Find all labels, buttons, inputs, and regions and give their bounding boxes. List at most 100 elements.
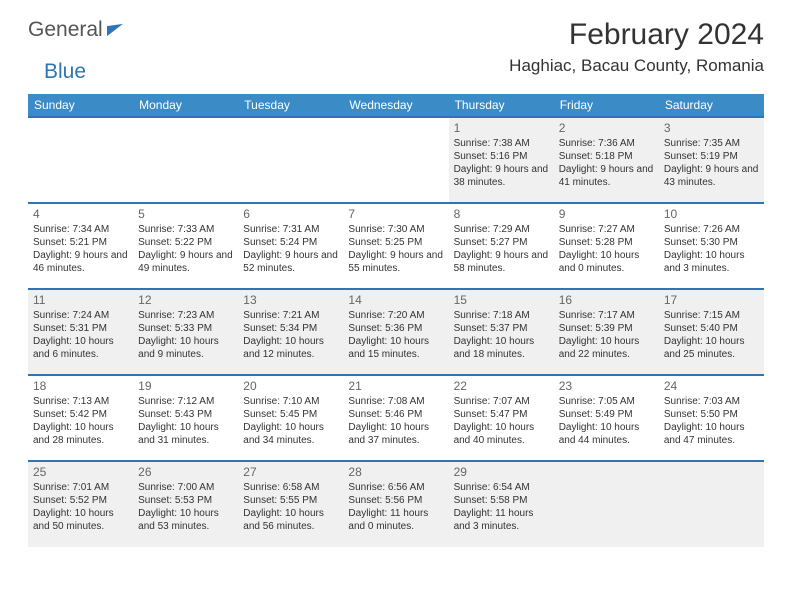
sunrise: Sunrise: 7:24 AM (33, 309, 128, 322)
day-number: 7 (348, 207, 443, 221)
day-detail: Sunrise: 7:21 AMSunset: 5:34 PMDaylight:… (243, 309, 338, 361)
calendar-day: 5Sunrise: 7:33 AMSunset: 5:22 PMDaylight… (133, 203, 238, 289)
daylight: Daylight: 10 hours and 0 minutes. (559, 249, 654, 275)
daylight: Daylight: 10 hours and 44 minutes. (559, 421, 654, 447)
sunset: Sunset: 5:47 PM (454, 408, 549, 421)
daylight: Daylight: 9 hours and 55 minutes. (348, 249, 443, 275)
day-number: 25 (33, 465, 128, 479)
calendar-day: 3Sunrise: 7:35 AMSunset: 5:19 PMDaylight… (659, 117, 764, 203)
sunrise: Sunrise: 7:36 AM (559, 137, 654, 150)
day-detail: Sunrise: 7:36 AMSunset: 5:18 PMDaylight:… (559, 137, 654, 189)
calendar-day: 18Sunrise: 7:13 AMSunset: 5:42 PMDayligh… (28, 375, 133, 461)
daylight: Daylight: 10 hours and 47 minutes. (664, 421, 759, 447)
daylight: Daylight: 9 hours and 38 minutes. (454, 163, 549, 189)
sunset: Sunset: 5:37 PM (454, 322, 549, 335)
day-detail: Sunrise: 7:07 AMSunset: 5:47 PMDaylight:… (454, 395, 549, 447)
sunrise: Sunrise: 7:05 AM (559, 395, 654, 408)
day-number: 3 (664, 121, 759, 135)
calendar-week: 18Sunrise: 7:13 AMSunset: 5:42 PMDayligh… (28, 375, 764, 461)
day-header: Sunday (28, 94, 133, 117)
calendar-day-empty (238, 117, 343, 203)
calendar-day: 19Sunrise: 7:12 AMSunset: 5:43 PMDayligh… (133, 375, 238, 461)
sunset: Sunset: 5:22 PM (138, 236, 233, 249)
sunset: Sunset: 5:45 PM (243, 408, 338, 421)
daylight: Daylight: 10 hours and 53 minutes. (138, 507, 233, 533)
brand-word2: Blue (44, 60, 86, 83)
sunset: Sunset: 5:21 PM (33, 236, 128, 249)
sunset: Sunset: 5:30 PM (664, 236, 759, 249)
daylight: Daylight: 10 hours and 25 minutes. (664, 335, 759, 361)
day-number: 22 (454, 379, 549, 393)
day-detail: Sunrise: 6:54 AMSunset: 5:58 PMDaylight:… (454, 481, 549, 533)
day-header: Saturday (659, 94, 764, 117)
daylight: Daylight: 10 hours and 18 minutes. (454, 335, 549, 361)
sunrise: Sunrise: 7:21 AM (243, 309, 338, 322)
sunset: Sunset: 5:56 PM (348, 494, 443, 507)
sunset: Sunset: 5:31 PM (33, 322, 128, 335)
daylight: Daylight: 10 hours and 6 minutes. (33, 335, 128, 361)
day-detail: Sunrise: 7:13 AMSunset: 5:42 PMDaylight:… (33, 395, 128, 447)
day-detail: Sunrise: 7:10 AMSunset: 5:45 PMDaylight:… (243, 395, 338, 447)
title-block: February 2024 Haghiac, Bacau County, Rom… (509, 18, 764, 76)
brand-logo: General (28, 18, 125, 42)
calendar-day-empty (343, 117, 448, 203)
calendar-body: 1Sunrise: 7:38 AMSunset: 5:16 PMDaylight… (28, 117, 764, 547)
sunset: Sunset: 5:28 PM (559, 236, 654, 249)
day-number: 23 (559, 379, 654, 393)
sunrise: Sunrise: 7:38 AM (454, 137, 549, 150)
sunset: Sunset: 5:19 PM (664, 150, 759, 163)
sunset: Sunset: 5:34 PM (243, 322, 338, 335)
day-detail: Sunrise: 7:18 AMSunset: 5:37 PMDaylight:… (454, 309, 549, 361)
sunrise: Sunrise: 7:17 AM (559, 309, 654, 322)
calendar-day: 8 Sunrise: 7:29 AMSunset: 5:27 PMDaylight… (449, 203, 554, 289)
calendar-day: 1Sunrise: 7:38 AMSunset: 5:16 PMDaylight… (449, 117, 554, 203)
day-detail: Sunrise: 6:58 AMSunset: 5:55 PMDaylight:… (243, 481, 338, 533)
month-year: February 2024 (509, 18, 764, 52)
daylight: Daylight: 9 hours and 58 minutes. (454, 249, 549, 275)
sunrise: Sunrise: 7:01 AM (33, 481, 128, 494)
day-number: 1 (454, 121, 549, 135)
daylight: Daylight: 9 hours and 46 minutes. (33, 249, 128, 275)
sunrise: Sunrise: 7:10 AM (243, 395, 338, 408)
day-detail: Sunrise: 7:08 AMSunset: 5:46 PMDaylight:… (348, 395, 443, 447)
day-number: 4 (33, 207, 128, 221)
day-detail: Sunrise: 7:20 AMSunset: 5:36 PMDaylight:… (348, 309, 443, 361)
day-number: 13 (243, 293, 338, 307)
sunset: Sunset: 5:49 PM (559, 408, 654, 421)
day-number: 10 (664, 207, 759, 221)
calendar-day-empty (133, 117, 238, 203)
day-header: Monday (133, 94, 238, 117)
day-number: 11 (33, 293, 128, 307)
sunrise: Sunrise: 7:23 AM (138, 309, 233, 322)
day-number: 20 (243, 379, 338, 393)
day-detail: Sunrise: 7:00 AMSunset: 5:53 PMDaylight:… (138, 481, 233, 533)
calendar-day-empty (554, 461, 659, 547)
sunrise: Sunrise: 7:18 AM (454, 309, 549, 322)
calendar-day: 20 Sunrise: 7:10 AMSunset: 5:45 PMDayligh… (238, 375, 343, 461)
daylight: Daylight: 9 hours and 43 minutes. (664, 163, 759, 189)
day-number: 14 (348, 293, 443, 307)
daylight: Daylight: 10 hours and 15 minutes. (348, 335, 443, 361)
daylight: Daylight: 10 hours and 3 minutes. (664, 249, 759, 275)
day-number: 21 (348, 379, 443, 393)
sunrise: Sunrise: 7:12 AM (138, 395, 233, 408)
daylight: Daylight: 11 hours and 0 minutes. (348, 507, 443, 533)
day-header: Tuesday (238, 94, 343, 117)
sunset: Sunset: 5:50 PM (664, 408, 759, 421)
day-number: 8 (454, 207, 549, 221)
calendar-day: 2Sunrise: 7:36 AMSunset: 5:18 PMDaylight… (554, 117, 659, 203)
day-number: 29 (454, 465, 549, 479)
day-number: 19 (138, 379, 233, 393)
daylight: Daylight: 9 hours and 52 minutes. (243, 249, 338, 275)
sunset: Sunset: 5:33 PM (138, 322, 233, 335)
sunrise: Sunrise: 7:27 AM (559, 223, 654, 236)
daylight: Daylight: 10 hours and 50 minutes. (33, 507, 128, 533)
sunrise: Sunrise: 7:30 AM (348, 223, 443, 236)
calendar-day: 14 Sunrise: 7:20 AMSunset: 5:36 PMDayligh… (343, 289, 448, 375)
day-detail: Sunrise: 7:24 AMSunset: 5:31 PMDaylight:… (33, 309, 128, 361)
day-number: 5 (138, 207, 233, 221)
day-detail: Sunrise: 7:29 AMSunset: 5:27 PMDaylight:… (454, 223, 549, 275)
sunset: Sunset: 5:40 PM (664, 322, 759, 335)
calendar-day: 4Sunrise: 7:34 AMSunset: 5:21 PMDaylight… (28, 203, 133, 289)
calendar-week: 4Sunrise: 7:34 AMSunset: 5:21 PMDaylight… (28, 203, 764, 289)
